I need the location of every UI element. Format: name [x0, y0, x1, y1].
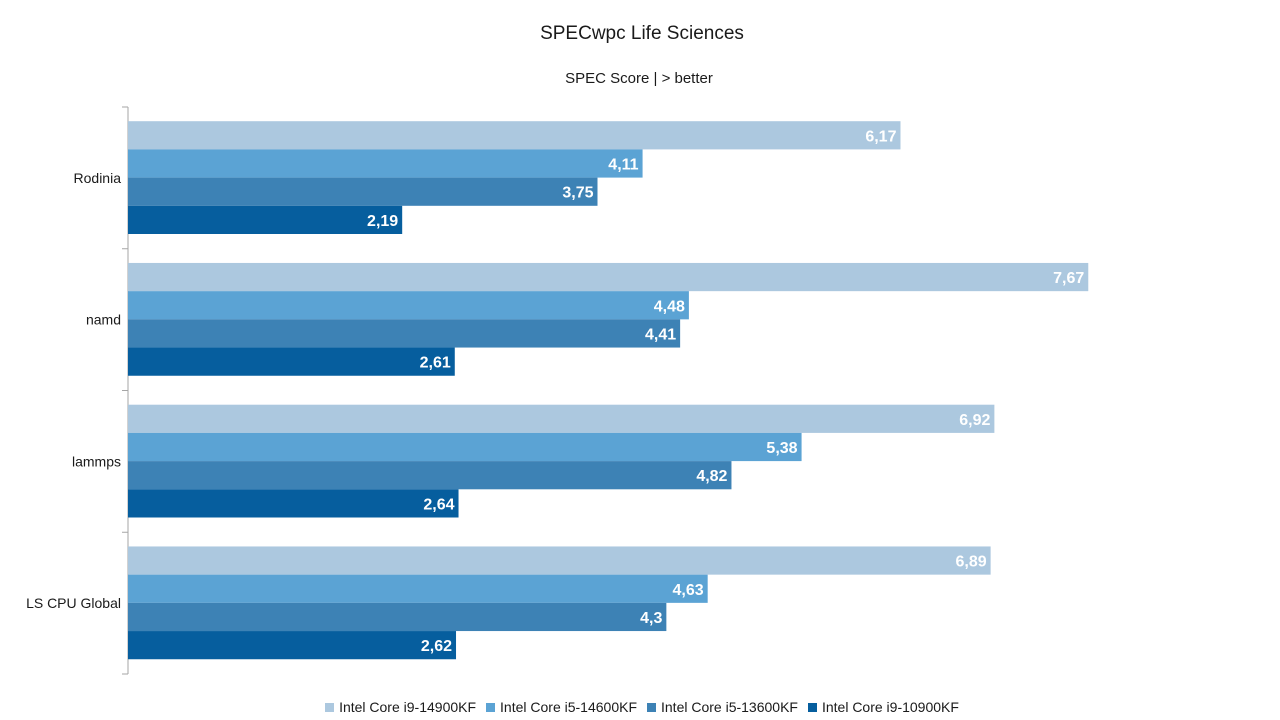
legend-item: Intel Core i9-14900KF	[325, 699, 476, 715]
bar	[128, 319, 681, 348]
category-label: LS CPU Global	[26, 595, 121, 611]
bar	[128, 461, 732, 490]
legend-label: Intel Core i9-14900KF	[339, 699, 477, 715]
chart-subtitle: SPEC Score | > better	[565, 70, 713, 87]
bar	[128, 602, 667, 632]
bar	[128, 631, 457, 660]
data-label: 4,3	[640, 610, 662, 627]
bar	[128, 149, 643, 178]
legend-swatch	[486, 702, 496, 712]
chart-title: SPECwpc Life Sciences	[540, 23, 744, 44]
chart-legend: Intel Core i9-14900KF Intel Core i5-14600…	[0, 699, 1280, 715]
bar	[128, 404, 995, 433]
data-label: 6,92	[959, 412, 990, 429]
legend-item: Intel Core i5-14600KF	[486, 699, 637, 715]
bar	[128, 262, 1089, 292]
legend-swatch	[647, 702, 656, 712]
legend-label: Intel Core i5-13600KF	[661, 699, 798, 715]
legend-item: Intel Core i9-10900KF	[807, 699, 959, 715]
data-label: 2,62	[421, 638, 452, 655]
legend-label: Intel Core i5-14600KF	[500, 699, 637, 715]
data-label: 6,89	[955, 554, 986, 571]
category-label: lammps	[72, 453, 121, 469]
bar	[128, 291, 689, 320]
data-label: 6,17	[865, 128, 896, 145]
data-label: 2,19	[367, 213, 398, 230]
bar	[128, 432, 802, 462]
bar	[128, 121, 901, 150]
data-label: 4,48	[654, 298, 685, 315]
bar	[128, 347, 455, 376]
bar	[128, 546, 991, 575]
data-label: 4,11	[608, 157, 638, 174]
data-label: 4,63	[673, 582, 704, 599]
category-label: namd	[86, 312, 121, 328]
legend-label: Intel Core i9-10900KF	[821, 699, 959, 715]
data-label: 2,61	[420, 355, 451, 372]
legend-swatch	[325, 702, 335, 712]
data-label: 3,75	[562, 185, 593, 202]
data-label: 4,41	[645, 326, 676, 343]
data-label: 7,67	[1053, 270, 1084, 287]
data-label: 5,38	[766, 440, 797, 457]
legend-item: Intel Core i5-13600KF	[647, 699, 798, 715]
legend-swatch	[807, 702, 817, 712]
bar	[128, 205, 403, 234]
bar	[128, 489, 459, 518]
data-label: 2,64	[423, 496, 454, 513]
category-label: Rodinia	[74, 170, 122, 186]
bar	[128, 574, 708, 603]
bar	[128, 177, 598, 206]
data-label: 4,82	[696, 468, 727, 485]
